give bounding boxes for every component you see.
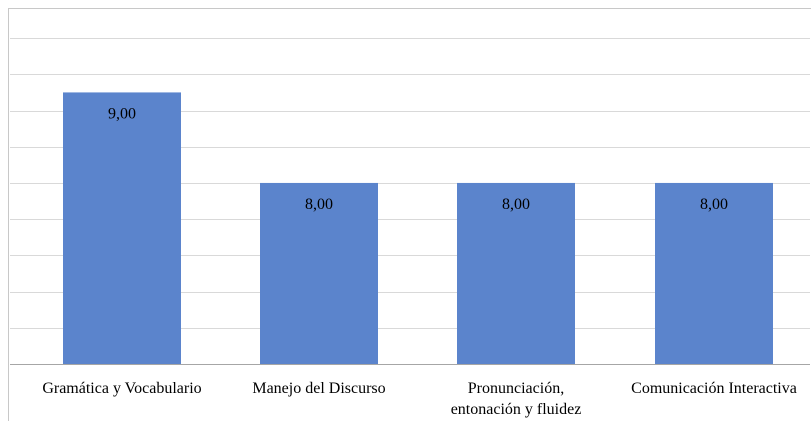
bar-3 (655, 182, 773, 364)
category-label-1: Manejo del Discurso (252, 380, 385, 397)
bars (63, 92, 773, 364)
data-label-1: 8,00 (305, 196, 333, 213)
category-labels: Gramática y Vocabulario Manejo del Discur… (42, 380, 797, 418)
category-label-2-line-0: Pronunciación, (468, 380, 564, 397)
category-label-2-line-1: entonación y fluidez (451, 401, 582, 418)
category-label-0: Gramática y Vocabulario (42, 380, 201, 397)
bar-0 (63, 92, 181, 364)
data-label-2: 8,00 (502, 196, 530, 213)
data-label-0: 9,00 (108, 105, 136, 122)
category-label-3: Comunicación Interactiva (631, 380, 797, 397)
bar-2 (457, 182, 575, 364)
bar-1 (260, 182, 378, 364)
data-labels: 9,00 8,00 8,00 8,00 (108, 105, 728, 213)
data-label-3: 8,00 (700, 196, 728, 213)
